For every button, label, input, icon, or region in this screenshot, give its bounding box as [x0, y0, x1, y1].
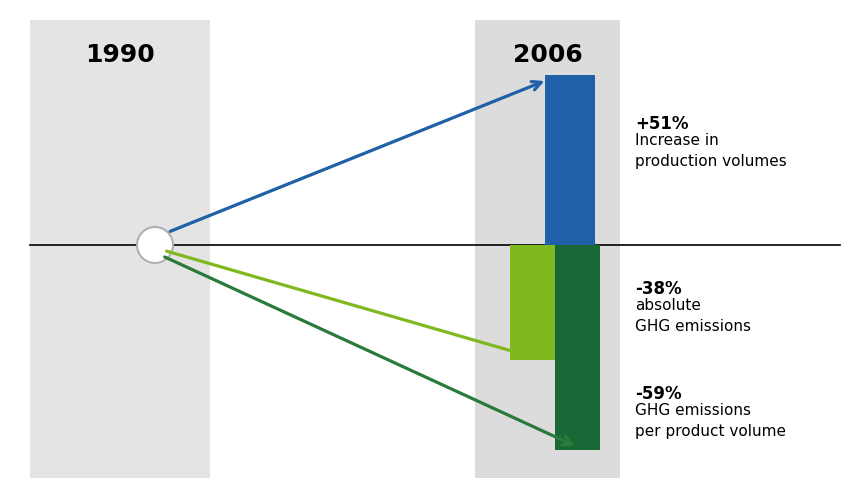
- Circle shape: [137, 227, 173, 263]
- Text: +51%: +51%: [635, 115, 689, 133]
- Text: -59%: -59%: [635, 385, 682, 403]
- Text: 1990: 1990: [85, 43, 155, 67]
- Text: GHG emissions
per product volume: GHG emissions per product volume: [635, 403, 786, 439]
- Bar: [30, 20, 210, 478]
- Bar: [545, 75, 595, 245]
- Bar: [555, 245, 600, 450]
- Bar: [475, 20, 620, 478]
- Bar: [510, 245, 555, 360]
- Text: absolute
GHG emissions: absolute GHG emissions: [635, 298, 751, 334]
- Text: 2006: 2006: [512, 43, 582, 67]
- Text: -38%: -38%: [635, 280, 682, 298]
- Text: Increase in
production volumes: Increase in production volumes: [635, 133, 787, 169]
